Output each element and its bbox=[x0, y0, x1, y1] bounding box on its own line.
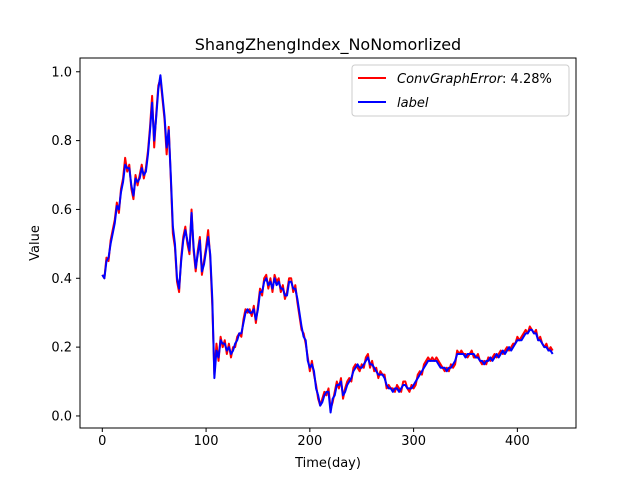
x-tick-label: 400 bbox=[505, 434, 530, 449]
y-tick-label: 0.4 bbox=[51, 272, 72, 287]
x-tick-label: 0 bbox=[98, 434, 106, 449]
y-axis-label: Value bbox=[28, 225, 43, 261]
series-line-label bbox=[101, 74, 554, 414]
legend: ConvGraphError: 4.28% label bbox=[351, 64, 570, 117]
legend-label: label bbox=[397, 96, 429, 111]
x-tick-label: 300 bbox=[401, 434, 426, 449]
y-axis-ticks: 0.0 0.2 0.4 0.6 0.8 1.0 bbox=[51, 65, 80, 424]
legend-box bbox=[351, 64, 570, 117]
x-tick-label: 100 bbox=[194, 434, 219, 449]
series-layer bbox=[101, 74, 554, 414]
legend-label: ConvGraphError: 4.28% bbox=[397, 72, 552, 87]
x-axis-label: Time(day) bbox=[294, 456, 361, 471]
y-tick-label: 1.0 bbox=[51, 65, 72, 80]
x-axis-ticks: 0 100 200 300 400 bbox=[98, 428, 530, 449]
chart-title: ShangZhengIndex_NoNomorlized bbox=[195, 35, 461, 55]
y-tick-label: 0.8 bbox=[51, 134, 72, 149]
y-tick-label: 0.6 bbox=[51, 203, 72, 218]
y-tick-label: 0.0 bbox=[51, 409, 72, 424]
x-tick-label: 200 bbox=[297, 434, 322, 449]
y-tick-label: 0.2 bbox=[51, 341, 72, 356]
plot-frame bbox=[79, 57, 577, 429]
